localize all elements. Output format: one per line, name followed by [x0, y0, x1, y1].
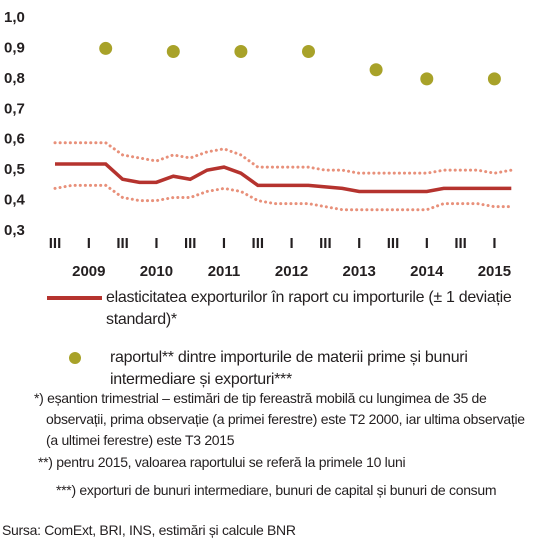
source: Sursa: ComExt, BRI, INS, estimări și cal…	[2, 522, 296, 538]
band-line	[53, 141, 513, 175]
scatter-point	[487, 72, 501, 86]
x-tick-label: I	[425, 235, 429, 252]
year-label: 2012	[275, 263, 308, 280]
y-tick-label: 0,9	[4, 39, 25, 56]
y-tick-label: 0,4	[4, 192, 26, 209]
x-tick-label: I	[492, 235, 496, 252]
y-tick-label: 0,7	[4, 100, 25, 117]
x-tick-label: III	[387, 235, 400, 252]
band-line	[53, 183, 513, 212]
y-tick-label: 0,8	[4, 70, 25, 87]
x-tick-label: III	[116, 235, 129, 252]
x-tick-label: I	[357, 235, 361, 252]
x-tick-label: III	[454, 235, 467, 252]
note: *) eșantion trimestrial – estimări de ti…	[34, 390, 525, 448]
scatter-point	[420, 72, 434, 86]
x-tick-label: I	[154, 235, 158, 252]
x-tick-label: I	[87, 235, 91, 252]
legend-swatch	[47, 296, 102, 300]
x-tick-label: I	[222, 235, 226, 252]
y-tick-label: 0,5	[4, 161, 25, 178]
x-tick-label: I	[290, 235, 294, 252]
x-tick-label: III	[184, 235, 197, 252]
year-label: 2013	[343, 263, 376, 280]
legend-label: elasticitatea exporturilor în raport cu …	[106, 289, 512, 328]
note: **) pentru 2015, valoarea raportului se …	[38, 454, 406, 470]
y-tick-label: 0,6	[4, 131, 25, 148]
line	[55, 162, 512, 194]
y-tick-label: 0,3	[4, 222, 25, 239]
year-label: 2011	[208, 263, 241, 280]
note: ***) exporturi de bunuri intermediare, b…	[56, 482, 497, 498]
scatter-point	[302, 44, 315, 58]
year-label: 2014	[410, 263, 444, 280]
year-label: 2009	[72, 263, 105, 280]
x-tick-label: III	[49, 235, 62, 252]
year-label: 2015	[478, 263, 511, 280]
scatter-point	[99, 41, 113, 55]
scatter-point	[369, 63, 383, 77]
y-tick-label: 1,0	[4, 9, 25, 26]
legend-label: raportul** dintre importurile de materii…	[110, 349, 468, 388]
legend-swatch	[69, 352, 81, 364]
year-label: 2010	[140, 263, 173, 280]
x-tick-label: III	[252, 235, 265, 252]
scatter-point	[234, 44, 248, 58]
x-tick-label: III	[319, 235, 332, 252]
scatter-point	[166, 44, 180, 58]
